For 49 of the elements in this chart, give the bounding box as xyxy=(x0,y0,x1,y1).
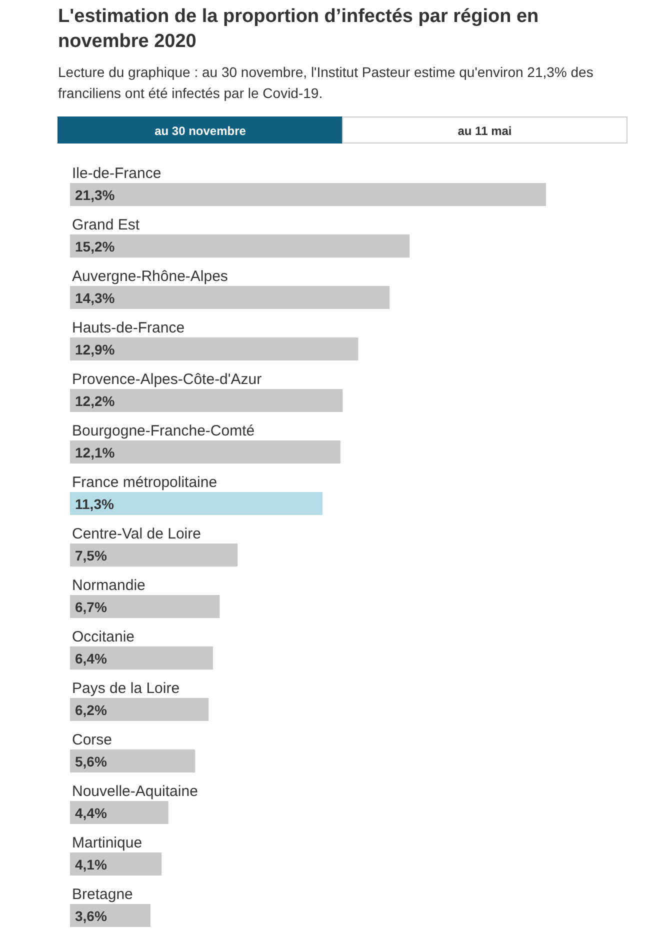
bar xyxy=(70,338,358,360)
data-label: 15,2% xyxy=(75,238,116,254)
data-label: 14,3% xyxy=(75,290,116,306)
data-label: 5,6% xyxy=(75,754,108,770)
y-tick-label: Hauts-de-France xyxy=(72,320,185,336)
bar xyxy=(70,750,196,772)
data-label: 3,6% xyxy=(75,908,108,924)
y-tick-label: Centre-Val de Loire xyxy=(72,526,201,542)
data-label: 4,1% xyxy=(75,856,108,872)
bar xyxy=(70,904,150,927)
bar xyxy=(70,440,340,464)
data-label: 6,4% xyxy=(75,650,108,666)
y-tick-label: France métropolitaine xyxy=(72,474,218,491)
y-tick-label: Auvergne-Rhône-Alpes xyxy=(72,268,228,285)
bar xyxy=(70,646,214,670)
data-label: 12,1% xyxy=(75,444,116,460)
bar xyxy=(70,389,343,412)
data-label: 6,2% xyxy=(75,702,108,718)
tab-button: au 11 mai xyxy=(342,116,628,144)
data-label: 12,9% xyxy=(75,342,116,358)
y-tick-label: Bretagne xyxy=(72,886,133,903)
bar xyxy=(70,698,209,721)
bar xyxy=(70,234,410,258)
chart-title: L'estimation de la proportion d’infectés par région en novembre 2020 xyxy=(58,6,539,52)
y-tick-label: Normandie xyxy=(72,577,146,594)
bar xyxy=(70,852,162,876)
y-tick-label: Grand Est xyxy=(72,216,140,234)
tab-button: au 30 novembre xyxy=(58,116,343,144)
bar xyxy=(70,595,220,618)
y-tick-label: Provence-Alpes-Côte-d'Azur xyxy=(72,371,262,388)
data-label: 7,5% xyxy=(75,548,108,564)
y-tick-label: Bourgogne-Franche-Comté xyxy=(72,422,255,440)
bar xyxy=(70,286,390,309)
y-tick-label: Occitanie xyxy=(72,628,135,646)
y-tick-label: Martinique xyxy=(72,834,142,852)
y-tick-label: Nouvelle-Aquitaine xyxy=(72,783,198,800)
y-tick-label: Corse xyxy=(72,732,112,748)
y-tick-label: Pays de la Loire xyxy=(72,680,180,697)
bar xyxy=(70,183,546,206)
data-label: 4,4% xyxy=(75,805,108,821)
data-label: 6,7% xyxy=(75,599,108,615)
bar xyxy=(70,544,238,566)
data-label: 11,3% xyxy=(75,496,114,512)
data-label: 12,2% xyxy=(75,393,116,409)
bar xyxy=(70,492,323,515)
bar xyxy=(70,801,168,824)
chart-subtitle: Lecture du graphique : au 30 novembre, l'Institut Pasteur estime qu'environ 21,3% des franciliens ont été infectés par le Covid-19. xyxy=(58,64,594,101)
data-label: 21,3% xyxy=(75,187,116,203)
y-tick-label: Ile-de-France xyxy=(72,165,162,182)
